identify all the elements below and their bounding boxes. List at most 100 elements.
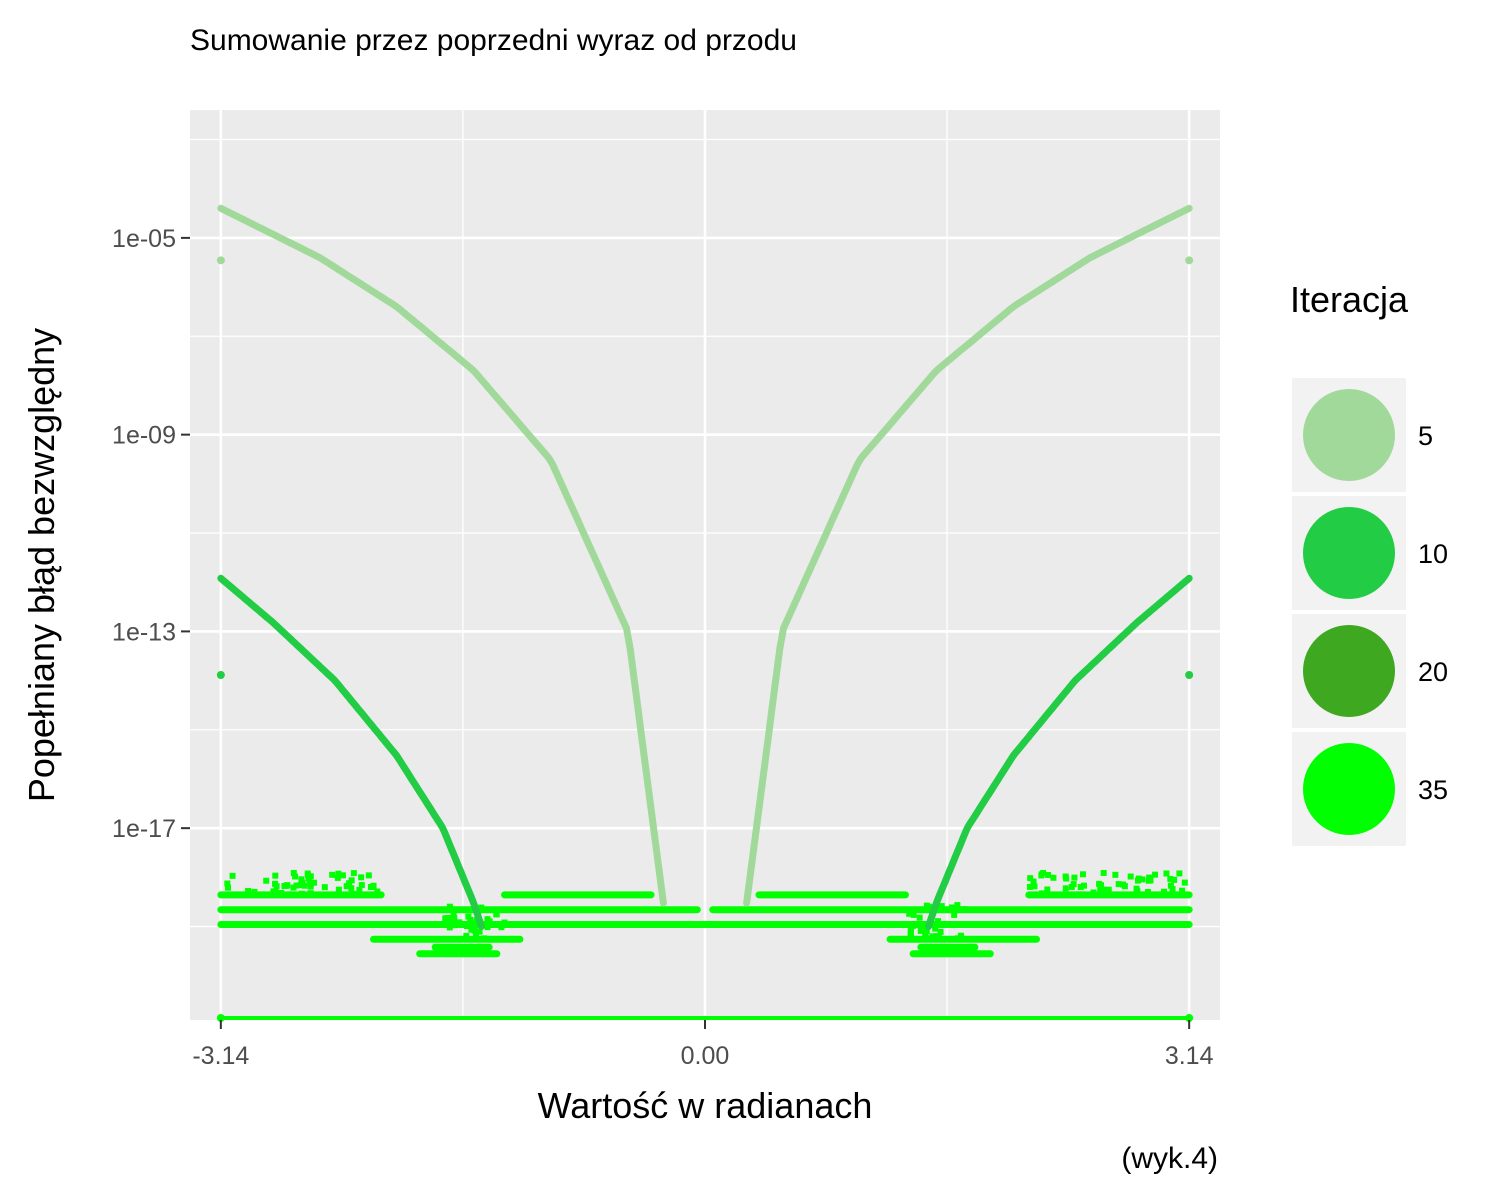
- series-35-point: [1161, 888, 1168, 895]
- legend-label-35: 35: [1418, 775, 1448, 805]
- series-35-point: [1134, 888, 1141, 895]
- x-tick-label: 3.14: [1165, 1042, 1214, 1070]
- series-35-point: [446, 903, 453, 910]
- series-35-point: [304, 870, 311, 877]
- series-35-point: [225, 884, 232, 891]
- series-35-point: [930, 936, 937, 943]
- x-tick-label: -3.14: [192, 1042, 249, 1070]
- series-35-point: [1079, 871, 1086, 878]
- legend-label-10: 10: [1418, 539, 1448, 569]
- legend-title: Iteracja: [1290, 279, 1409, 320]
- series-35-point: [356, 886, 363, 893]
- axes: 1e-05 1e-09 1e-13 1e-17 -3.14 0.00 3.14: [112, 225, 1214, 1070]
- series-35-point: [1112, 871, 1119, 878]
- series-35-point: [298, 876, 305, 883]
- series-35-point: [1031, 883, 1038, 890]
- series-35-point: [307, 890, 314, 897]
- series-35-point: [272, 872, 279, 879]
- series-35-point: [1030, 878, 1037, 885]
- series-35-point: [1076, 891, 1083, 898]
- series-35-point: [348, 885, 355, 892]
- series-35-point: [1071, 874, 1078, 881]
- y-axis-title: Popełniany błąd bezwzględny: [21, 328, 62, 802]
- series-35-point: [1121, 883, 1128, 890]
- series-35-point: [307, 883, 314, 890]
- legend-key-5: [1303, 389, 1395, 481]
- series-35-point: [463, 932, 470, 939]
- series-35-point: [498, 924, 505, 931]
- series-35-point: [935, 934, 942, 941]
- series-35-point: [272, 888, 279, 895]
- series-35-point: [456, 919, 463, 926]
- series-35-point: [938, 903, 945, 910]
- series-35-point: [298, 890, 305, 897]
- series-35-point: [365, 872, 372, 879]
- series-35-point: [926, 935, 933, 942]
- chart-caption: (wyk.4): [1121, 1142, 1218, 1175]
- series-35-point: [954, 902, 961, 909]
- series-35-point: [1097, 886, 1104, 893]
- series-10-point: [216, 670, 225, 679]
- series-35-point: [284, 882, 291, 889]
- series-35-point: [1027, 875, 1034, 882]
- series-35-point: [1135, 875, 1142, 882]
- series-35-point: [348, 877, 355, 884]
- series-35-point: [290, 869, 297, 876]
- series-35-point: [1171, 876, 1178, 883]
- series-35-point: [245, 887, 252, 894]
- series-35-point: [301, 882, 308, 889]
- series-35-point: [1167, 882, 1174, 889]
- series-35-point: [467, 916, 474, 923]
- series-35-point: [442, 915, 449, 922]
- series-35-point: [446, 924, 453, 931]
- series-35-point: [351, 891, 358, 898]
- series-35-point: [1052, 891, 1059, 898]
- y-tick-label: 1e-17: [112, 815, 176, 843]
- series-35-point: [1127, 873, 1134, 880]
- series-35-point: [486, 918, 493, 925]
- series-35-point: [934, 918, 941, 925]
- series-35-point: [1045, 871, 1052, 878]
- series-35-point: [923, 902, 930, 909]
- series-35-point: [224, 880, 231, 887]
- series-35-point: [1179, 887, 1186, 894]
- series-35-point: [473, 930, 480, 937]
- series-35-point: [910, 911, 917, 918]
- series-35-point: [1062, 885, 1069, 892]
- series-35-point: [334, 874, 341, 881]
- series-35-point: [310, 879, 317, 886]
- series-35-point: [471, 927, 478, 934]
- series-35-point: [906, 910, 913, 917]
- series-35-point: [1105, 886, 1112, 893]
- series-35-point: [1115, 881, 1122, 888]
- series-35-point: [907, 925, 914, 932]
- series-35-point: [297, 882, 304, 889]
- series-35-point: [321, 884, 328, 891]
- series-35-point: [1026, 883, 1033, 890]
- series-35-point: [358, 874, 365, 881]
- series-5-curve: [217, 204, 667, 907]
- series-35-point: [339, 872, 346, 879]
- series-35-point: [922, 930, 929, 937]
- series-35-point: [329, 871, 336, 878]
- series-35-point: [932, 933, 939, 940]
- legend: Iteracja 5 10 20 35: [1290, 279, 1448, 846]
- series-35-point: [1163, 870, 1170, 877]
- series-35-point: [1068, 883, 1075, 890]
- series-35-point: [481, 935, 488, 942]
- series-35-point: [1176, 870, 1183, 877]
- legend-label-20: 20: [1418, 657, 1448, 687]
- y-tick-label: 1e-13: [112, 618, 176, 646]
- series-35-point: [907, 931, 914, 938]
- series-35-point: [1100, 869, 1107, 876]
- series-35-point: [948, 904, 955, 911]
- series-35-point: [1044, 886, 1051, 893]
- series-35-point: [293, 882, 300, 889]
- series-35-point: [916, 914, 923, 921]
- series-35-point: [937, 928, 944, 935]
- series-35-point: [1169, 886, 1176, 893]
- series-35-point: [292, 873, 299, 880]
- series-35-point: [463, 923, 470, 930]
- series-35-point: [493, 911, 500, 918]
- series-35-point: [1181, 879, 1188, 886]
